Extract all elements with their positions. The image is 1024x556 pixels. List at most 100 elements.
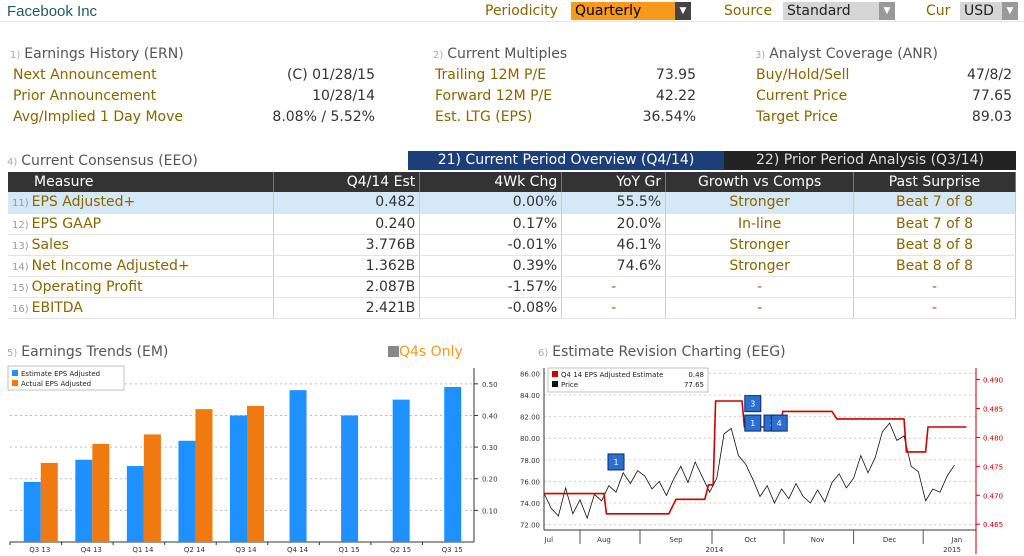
actual-bar	[92, 443, 110, 542]
periodicity-dropdown[interactable]: Quarterly ▼	[571, 2, 691, 20]
table-row[interactable]: 16) EBITDA 2.421B -0.08% - - -	[8, 297, 1016, 319]
year-label: 2014	[705, 546, 723, 554]
tab-current-period[interactable]: 21) Current Period Overview (Q4/14)	[408, 151, 724, 170]
chevron-down-icon[interactable]: ▼	[675, 2, 691, 20]
checkbox-icon[interactable]	[388, 346, 399, 357]
consensus-table: Measure Q4/14 Est 4Wk Chg YoY Gr Growth …	[8, 172, 1016, 319]
kv-label: Buy/Hold/Sell	[756, 67, 850, 83]
periodicity-value: Quarterly	[571, 2, 675, 20]
source-value: Standard	[783, 2, 879, 20]
measure-cell: 14) Net Income Adjusted+	[8, 255, 275, 277]
legend-label: Q4 14 EPS Adjusted Estimate	[561, 371, 663, 379]
x-tick-label: Q1 15	[339, 546, 360, 554]
app-title: Facebook Inc	[7, 3, 98, 20]
kv-label: Next Announcement	[13, 67, 157, 83]
estimate-revision-chart: 72.00 74.00 76.00 78.00 80.00 82.00 84.00 86.00…	[508, 362, 1018, 554]
actual-bar	[40, 462, 58, 542]
legend-swatch	[12, 380, 18, 386]
growth-vs-comps-cell: -	[665, 297, 855, 319]
past-surprise-cell: -	[853, 297, 1016, 319]
kv-value: 42.22	[655, 88, 696, 104]
estimate-bar	[126, 466, 144, 542]
measure-name: EPS Adjusted+	[31, 194, 136, 211]
earnings-trends-header[interactable]: 5) Earnings Trends (EM)	[7, 344, 168, 360]
event-marker-label: 1	[613, 458, 618, 467]
yoy-growth-cell: 55.5%	[561, 192, 667, 214]
tab-prior-period[interactable]: 22) Prior Period Analysis (Q3/14)	[724, 151, 1016, 170]
avg-implied-move-row: Avg/Implied 1 Day Move 8.08% / 5.52%	[13, 109, 375, 127]
table-row[interactable]: 12) EPS GAAP 0.240 0.17% 20.0% In-line Be…	[8, 213, 1016, 235]
x-tick-label: Sep	[669, 536, 683, 544]
measure-cell: 13) Sales	[8, 234, 275, 256]
kv-label: Target Price	[756, 109, 838, 125]
current-multiples-header[interactable]: 2) Current Multiples	[433, 46, 567, 62]
x-tick-label: Jul	[544, 536, 554, 544]
bar-chart-svg: 0.10 0.20 0.30 0.40 0.50 Q3 13 Q4 13 Q1 14 Q2 14…	[7, 365, 498, 554]
four-week-change-cell: -0.01%	[419, 234, 563, 256]
growth-vs-comps-cell: Stronger	[665, 234, 855, 256]
event-marker-label: 4	[777, 419, 782, 428]
column-header[interactable]: Past Surprise	[853, 172, 1016, 192]
x-tick-label: Q3 13	[29, 546, 50, 554]
right-tick-label: 0.490	[983, 377, 1003, 385]
estimate-line	[544, 400, 967, 515]
row-number: 15)	[12, 282, 29, 294]
q4s-only-toggle[interactable]: Q4s Only	[388, 344, 463, 360]
estimate-revision-header[interactable]: 6) Estimate Revision Charting (EEG)	[538, 344, 786, 360]
kv-value: 77.65	[971, 88, 1012, 104]
legend-value: 77.65	[684, 381, 704, 389]
right-tick-label: 0.470	[983, 492, 1003, 500]
yoy-growth-cell: 20.0%	[561, 213, 667, 235]
measure-cell: 12) EPS GAAP	[8, 213, 275, 235]
column-header[interactable]: Growth vs Comps	[665, 172, 855, 192]
legend-box	[547, 367, 709, 393]
section-title: Earnings History (ERN)	[24, 46, 184, 62]
table-row[interactable]: 11) EPS Adjusted+ 0.482 0.00% 55.5% Stron…	[8, 192, 1016, 214]
x-tick-label: Nov	[811, 536, 825, 544]
estimate-cell: 0.240	[273, 213, 421, 235]
section-title: Earnings Trends (EM)	[21, 344, 169, 360]
chevron-down-icon[interactable]: ▼	[1002, 2, 1018, 20]
past-surprise-cell: -	[853, 276, 1016, 298]
current-consensus-header[interactable]: 4) Current Consensus (EEO)	[7, 153, 198, 169]
estimate-bar	[178, 440, 196, 542]
analyst-coverage-header[interactable]: 3) Analyst Coverage (ANR)	[755, 46, 938, 62]
right-tick-label: 0.475	[983, 463, 1003, 471]
past-surprise-cell: Beat 8 of 8	[853, 255, 1016, 277]
buy-hold-sell-row: Buy/Hold/Sell 47/8/2	[756, 67, 1012, 85]
earnings-history-header[interactable]: 1) Earnings History (ERN)	[10, 46, 184, 62]
estimate-cell: 2.087B	[273, 276, 421, 298]
past-surprise-cell: Beat 8 of 8	[853, 234, 1016, 256]
kv-label: Prior Announcement	[13, 88, 157, 104]
source-label: Source	[724, 3, 773, 19]
x-tick-label: Jan	[950, 536, 962, 544]
right-tick-label: 0.485	[983, 406, 1003, 414]
column-header[interactable]: Measure	[8, 172, 275, 192]
column-header[interactable]: YoY Gr	[561, 172, 667, 192]
yoy-growth-cell: 46.1%	[561, 234, 667, 256]
table-row[interactable]: 14) Net Income Adjusted+ 1.362B 0.39% 74.…	[8, 255, 1016, 277]
chevron-down-icon[interactable]: ▼	[879, 2, 895, 20]
right-tick-label: 0.480	[983, 434, 1003, 442]
kv-value: 10/28/14	[312, 88, 375, 104]
actual-bar	[143, 434, 161, 542]
kv-value: (C) 01/28/15	[286, 67, 375, 83]
column-header[interactable]: Q4/14 Est	[273, 172, 421, 192]
event-marker	[607, 453, 625, 471]
x-tick-label: Q1 14	[132, 546, 154, 554]
section-number: 1)	[10, 50, 21, 61]
growth-vs-comps-cell: In-line	[665, 213, 855, 235]
measure-cell: 16) EBITDA	[8, 297, 275, 319]
column-header[interactable]: 4Wk Chg	[419, 172, 563, 192]
table-row[interactable]: 15) Operating Profit 2.087B -1.57% - - -	[8, 276, 1016, 298]
legend-swatch	[552, 381, 558, 387]
four-week-change-cell: 0.39%	[419, 255, 563, 277]
currency-dropdown[interactable]: USD ▼	[960, 2, 1018, 20]
four-week-change-cell: -1.57%	[419, 276, 563, 298]
event-marker	[744, 414, 762, 432]
legend-label: Estimate EPS Adjusted	[21, 370, 100, 378]
estimate-cell: 3.776B	[273, 234, 421, 256]
table-row[interactable]: 13) Sales 3.776B -0.01% 46.1% Stronger Be…	[8, 234, 1016, 256]
four-week-change-cell: 0.17%	[419, 213, 563, 235]
source-dropdown[interactable]: Standard ▼	[783, 2, 895, 20]
